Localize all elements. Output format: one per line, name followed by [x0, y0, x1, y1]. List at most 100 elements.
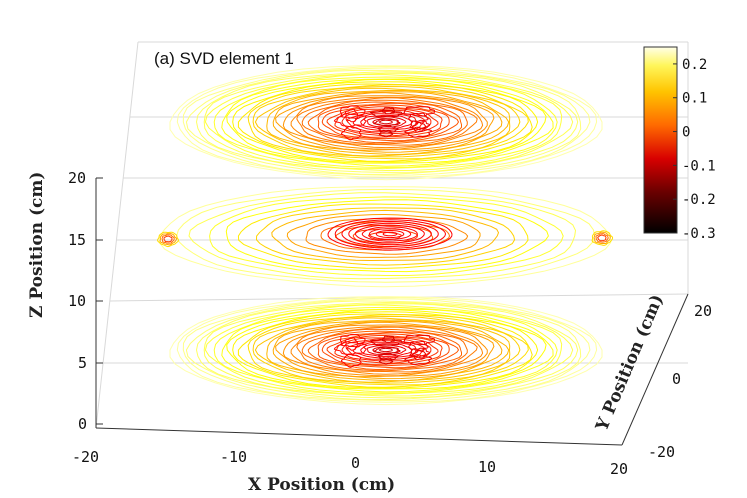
contour-line	[176, 65, 598, 178]
colorbar	[643, 46, 678, 234]
contour-line	[595, 233, 609, 243]
x-tick-label: 20	[610, 460, 628, 478]
contour-line	[593, 231, 611, 244]
contour-line	[254, 317, 511, 383]
contour-line	[221, 308, 554, 393]
contour-line	[333, 113, 367, 127]
contour-line	[169, 296, 603, 406]
contour-line	[195, 71, 579, 173]
contour-line	[368, 228, 412, 240]
contour-line	[185, 69, 582, 175]
contour-line	[366, 344, 407, 356]
z-tick-label: 15	[68, 231, 86, 249]
contour-line	[163, 235, 173, 243]
contour-line	[176, 296, 598, 403]
colorbar-ticks: 0.2 0.1 0 -0.1 -0.2 -0.3	[673, 57, 716, 242]
contour-line	[247, 84, 529, 160]
contour-line	[377, 353, 399, 361]
contour-line	[296, 326, 478, 373]
z-axis-label: Z Position (cm)	[27, 172, 47, 318]
contour-line	[226, 78, 547, 164]
contour-line	[182, 67, 591, 176]
contour-line	[158, 186, 612, 288]
z-tick-label: 0	[78, 415, 87, 433]
contour-line	[226, 308, 547, 390]
contour-line	[360, 343, 413, 357]
contour-line	[411, 349, 427, 361]
contour-line	[404, 354, 433, 366]
contour-slice-top	[169, 65, 603, 181]
x-tick-label: 10	[478, 458, 496, 476]
contour-line	[307, 330, 462, 371]
contour-slice-middle	[156, 186, 614, 288]
contour-line	[203, 303, 574, 397]
x-tick-label: 0	[351, 454, 360, 472]
contour-line	[301, 328, 468, 372]
contour-line	[203, 72, 574, 171]
contour-line	[255, 207, 516, 266]
contour-line	[597, 234, 607, 242]
contour-line	[307, 101, 462, 144]
contour-line	[375, 229, 405, 239]
contour-line	[209, 196, 564, 276]
contour-line	[333, 341, 367, 356]
contour-line	[381, 107, 396, 115]
contour-line	[317, 102, 460, 142]
contour-line	[237, 313, 533, 388]
contour-line	[254, 87, 511, 157]
contour-line	[339, 105, 366, 120]
contour-line	[161, 234, 175, 244]
contour-line	[344, 336, 359, 351]
contour-line	[340, 353, 362, 368]
contour-line	[354, 224, 425, 244]
y-tick-label: 0	[672, 370, 681, 388]
contour-line	[188, 192, 577, 280]
contour-line	[221, 78, 554, 167]
contour-line	[366, 116, 407, 128]
contour-line	[204, 74, 563, 170]
contour-line	[404, 126, 433, 138]
z-tick-label: 5	[78, 354, 87, 372]
contour-line	[341, 109, 432, 135]
contour-line	[408, 112, 429, 124]
contour-line	[339, 333, 366, 348]
contour-line	[282, 95, 488, 150]
colorbar-tick-label: -0.1	[682, 158, 716, 174]
contour-line	[237, 203, 529, 269]
contour-line	[195, 301, 579, 399]
colorbar-tick-label: 0	[682, 125, 690, 141]
contour-line	[225, 199, 549, 273]
contour-line	[378, 119, 393, 125]
contour-line	[348, 222, 432, 246]
contour-line	[341, 338, 432, 362]
contour-line	[378, 347, 393, 353]
contour-line	[381, 335, 396, 343]
contour-line	[317, 331, 460, 369]
contour-line	[237, 83, 533, 162]
contour-line	[182, 298, 591, 401]
contour-line	[272, 91, 503, 153]
contour-line	[326, 335, 443, 365]
contour-line	[403, 334, 435, 346]
colorbar-tick-label: -0.3	[682, 226, 716, 242]
contour-line	[372, 119, 401, 127]
contour-slice-bottom	[169, 296, 603, 406]
colorbar-tick-label: -0.2	[682, 192, 716, 208]
x-axis-label: X Position (cm)	[248, 475, 395, 495]
colorbar-tick-label: 0.1	[682, 91, 707, 107]
contour-line	[403, 106, 435, 117]
z-tick-label: 10	[68, 292, 86, 310]
contour-line	[275, 92, 495, 151]
contour-line	[369, 110, 404, 118]
contour-line	[213, 306, 558, 394]
contour-line	[341, 220, 439, 247]
contour-line	[290, 326, 484, 375]
contour-line	[327, 217, 453, 251]
contour-line	[282, 324, 488, 377]
chart-title: (a) SVD element 1	[154, 49, 294, 68]
contour-line	[340, 125, 362, 141]
contour-line	[247, 314, 529, 386]
x-tick-label: -20	[72, 448, 99, 466]
contour-line	[372, 346, 401, 355]
contour-line	[275, 321, 495, 378]
